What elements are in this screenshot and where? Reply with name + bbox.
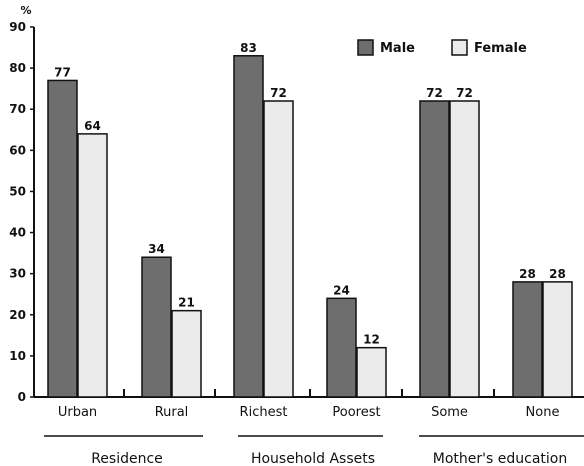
data-label: 21 — [178, 296, 195, 310]
data-label: 83 — [240, 41, 257, 55]
x-axis-separator-ticks — [123, 389, 495, 397]
bar-female-poorest — [356, 346, 387, 398]
bar-female-urban — [77, 133, 108, 398]
data-label: 64 — [84, 119, 101, 133]
legend: Male Female — [357, 39, 527, 56]
data-label: 12 — [363, 333, 380, 347]
bar-female-none — [542, 281, 573, 398]
group-label: Mother's education — [433, 451, 567, 466]
category-label: Rural — [155, 405, 189, 420]
group-labels: Residence Household Assets Mother's educat… — [44, 435, 584, 466]
legend-label-female: Female — [474, 41, 527, 56]
bar-male-urban — [47, 79, 78, 398]
y-tick-label: 0 — [18, 390, 26, 404]
y-tick-label: 20 — [9, 308, 26, 322]
y-tick-label: 10 — [9, 349, 26, 363]
bars: 77 64 34 21 83 72 24 12 72 72 28 28 — [47, 41, 573, 398]
bar-male-none — [512, 281, 543, 398]
y-axis-ticks: 0 10 20 30 40 50 60 70 80 90 — [9, 20, 34, 404]
data-label: 24 — [333, 283, 350, 297]
data-label: 28 — [549, 267, 566, 281]
data-label: 72 — [270, 86, 287, 100]
data-label: 72 — [456, 86, 473, 100]
group-label: Household Assets — [251, 451, 375, 466]
bar-male-richest — [233, 55, 264, 398]
y-tick-label: 60 — [9, 143, 26, 157]
group-label: Residence — [91, 451, 163, 466]
bar-female-richest — [263, 100, 294, 398]
y-tick-label: 80 — [9, 61, 26, 75]
category-label: Urban — [58, 405, 97, 420]
y-tick-label: 30 — [9, 267, 26, 281]
category-label: Some — [431, 405, 468, 420]
data-label: 77 — [54, 65, 71, 79]
data-label: 28 — [519, 267, 536, 281]
bar-male-rural — [141, 256, 172, 398]
bar-female-some — [449, 100, 480, 398]
category-label: None — [526, 405, 560, 420]
legend-swatch-male — [357, 39, 374, 56]
bar-male-poorest — [326, 297, 357, 398]
data-label: 34 — [148, 242, 165, 256]
y-tick-label: 90 — [9, 20, 26, 34]
category-label: Poorest — [332, 405, 380, 420]
bar-female-rural — [171, 309, 202, 398]
category-labels: Urban Rural Richest Poorest Some None — [58, 405, 560, 420]
legend-label-male: Male — [380, 41, 415, 56]
y-tick-label: 40 — [9, 226, 26, 240]
bar-male-some — [419, 100, 450, 398]
category-label: Richest — [240, 405, 288, 420]
legend-swatch-female — [451, 39, 468, 56]
y-tick-label: 50 — [9, 184, 26, 198]
data-label: 72 — [426, 86, 443, 100]
y-tick-label: 70 — [9, 102, 26, 116]
y-unit-label: % — [20, 4, 31, 17]
